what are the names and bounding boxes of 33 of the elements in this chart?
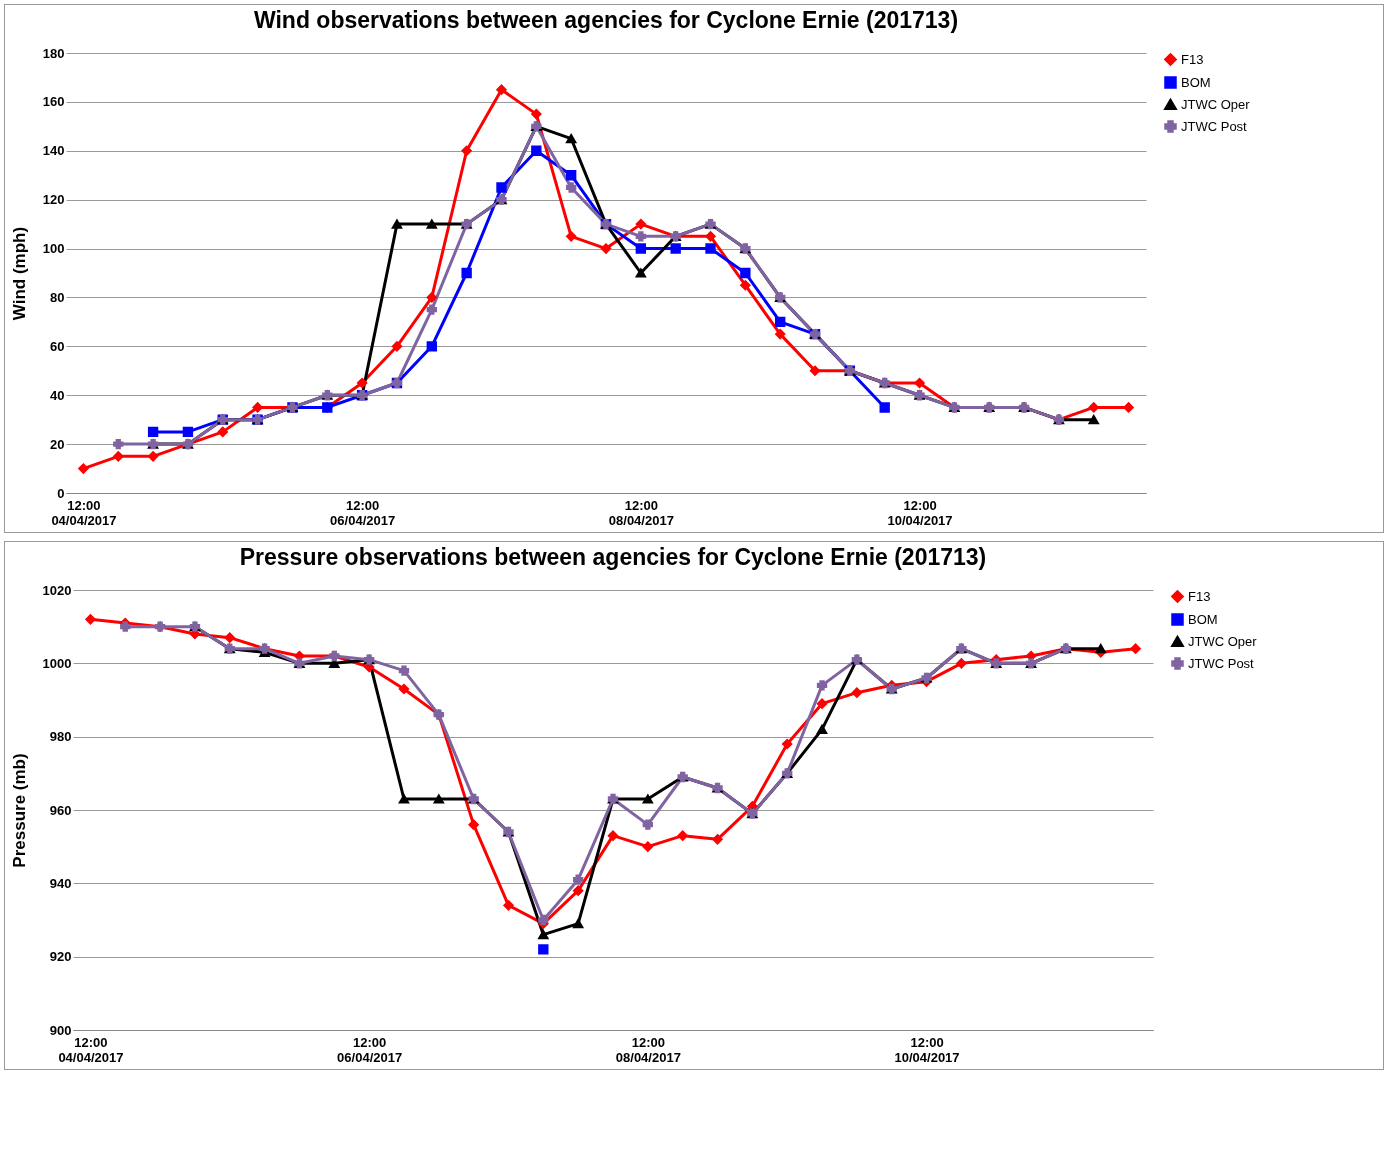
y-tick-label: 140: [42, 143, 65, 159]
y-tick-label: 100: [42, 241, 65, 257]
chart-title: Pressure observations between agencies for Cyclone Ernie (201713): [239, 544, 987, 570]
x-tick-label: 12:00 08/04/2017: [608, 497, 674, 528]
y-tick-label: 20: [50, 436, 65, 452]
y-tick-label: 960: [49, 802, 72, 818]
legend-label: F13: [1181, 51, 1204, 67]
y-tick-label: 1020: [42, 582, 72, 598]
x-tick-label: 12:00 10/04/2017: [887, 497, 953, 528]
y-tick-label: 60: [50, 338, 65, 354]
y-tick-label: 160: [42, 94, 65, 110]
y-axis-title: Pressure (mb): [9, 753, 29, 868]
legend-label: JTWC Post: [1188, 655, 1255, 671]
chart-title: Wind observations between agencies for Cyclone Ernie (201713): [253, 7, 959, 33]
y-tick-label: 1000: [42, 655, 72, 671]
y-tick-label: 180: [42, 45, 65, 61]
y-tick-label: 80: [50, 289, 65, 305]
x-tick-label: 12:00 08/04/2017: [615, 1034, 681, 1065]
legend-label: BOM: [1181, 74, 1211, 90]
x-tick-label: 12:00 06/04/2017: [330, 497, 396, 528]
legend-label: BOM: [1188, 611, 1218, 627]
y-tick-label: 980: [49, 729, 72, 745]
legend-label: JTWC Oper: [1181, 96, 1251, 112]
legend-label: F13: [1188, 588, 1211, 604]
x-tick-label: 12:00 10/04/2017: [894, 1034, 960, 1065]
x-tick-label: 12:00 06/04/2017: [337, 1034, 403, 1065]
y-tick-label: 120: [42, 192, 65, 208]
legend-label: JTWC Oper: [1188, 633, 1258, 649]
legend-label: JTWC Post: [1181, 118, 1248, 134]
y-tick-label: 40: [50, 387, 65, 403]
y-axis-title: Wind (mph): [9, 226, 29, 321]
y-tick-label: 920: [49, 949, 72, 965]
y-tick-label: 940: [49, 875, 72, 891]
